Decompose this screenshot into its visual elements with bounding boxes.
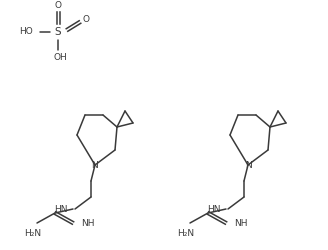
Text: OH: OH (53, 54, 67, 62)
Text: O: O (83, 16, 90, 24)
Text: HO: HO (19, 28, 33, 36)
Text: O: O (54, 0, 62, 10)
Text: H₂N: H₂N (25, 229, 42, 238)
Text: HN: HN (208, 204, 221, 214)
Text: HN: HN (54, 204, 68, 214)
Text: N: N (245, 160, 251, 170)
Text: S: S (55, 27, 61, 37)
Text: NH: NH (234, 218, 248, 228)
Text: H₂N: H₂N (177, 229, 195, 238)
Text: N: N (92, 160, 98, 170)
Text: NH: NH (81, 218, 94, 228)
